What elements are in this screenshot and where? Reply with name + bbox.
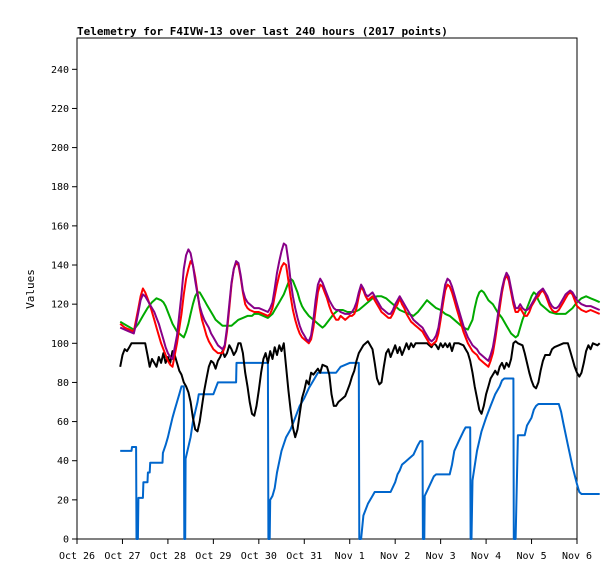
x-tick-label: Oct 27	[104, 551, 140, 562]
y-tick-label: 40	[57, 456, 69, 467]
series-layer	[119, 242, 601, 540]
y-tick-label: 200	[51, 143, 69, 154]
y-tick-label: 0	[63, 535, 69, 546]
chart-title: Telemetry for F4IVW-13 over last 240 hou…	[77, 25, 448, 38]
x-tick-label: Nov 5	[516, 551, 546, 562]
y-axis: 0 20 40 60 80 100 120 140 160 180 200 220 240	[51, 65, 77, 546]
x-tick-label: Oct 30	[241, 551, 277, 562]
x-tick-label: Nov 1	[335, 551, 365, 562]
series-black-line	[119, 340, 601, 439]
y-axis-label: Values	[24, 269, 37, 309]
plot-frame	[76, 37, 578, 540]
y-tick-label: 20	[57, 495, 69, 506]
y-tick-label: 140	[51, 261, 69, 272]
y-tick-label: 120	[51, 300, 69, 311]
series-purple-line	[119, 242, 601, 362]
y-tick-label: 180	[51, 182, 69, 193]
x-tick-label: Nov 4	[471, 551, 501, 562]
series-red-line	[119, 260, 601, 368]
x-tick-label: Nov 6	[562, 551, 592, 562]
y-tick-label: 80	[57, 378, 69, 389]
x-tick-label: Oct 31	[286, 551, 322, 562]
x-axis: Oct 26 Oct 27 Oct 28 Oct 29 Oct 30 Oct 31 Nov …	[59, 539, 592, 562]
x-tick-label: Oct 29	[195, 551, 231, 562]
y-tick-label: 220	[51, 104, 69, 115]
x-tick-label: Nov 2	[380, 551, 410, 562]
y-tick-label: 240	[51, 65, 69, 76]
y-tick-label: 60	[57, 417, 69, 428]
x-tick-label: Oct 28	[150, 551, 186, 562]
y-tick-label: 100	[51, 339, 69, 350]
y-tick-label: 160	[51, 221, 69, 232]
x-tick-label: Nov 3	[426, 551, 456, 562]
series-blue-line	[120, 361, 600, 540]
x-tick-label: Oct 26	[59, 551, 95, 562]
